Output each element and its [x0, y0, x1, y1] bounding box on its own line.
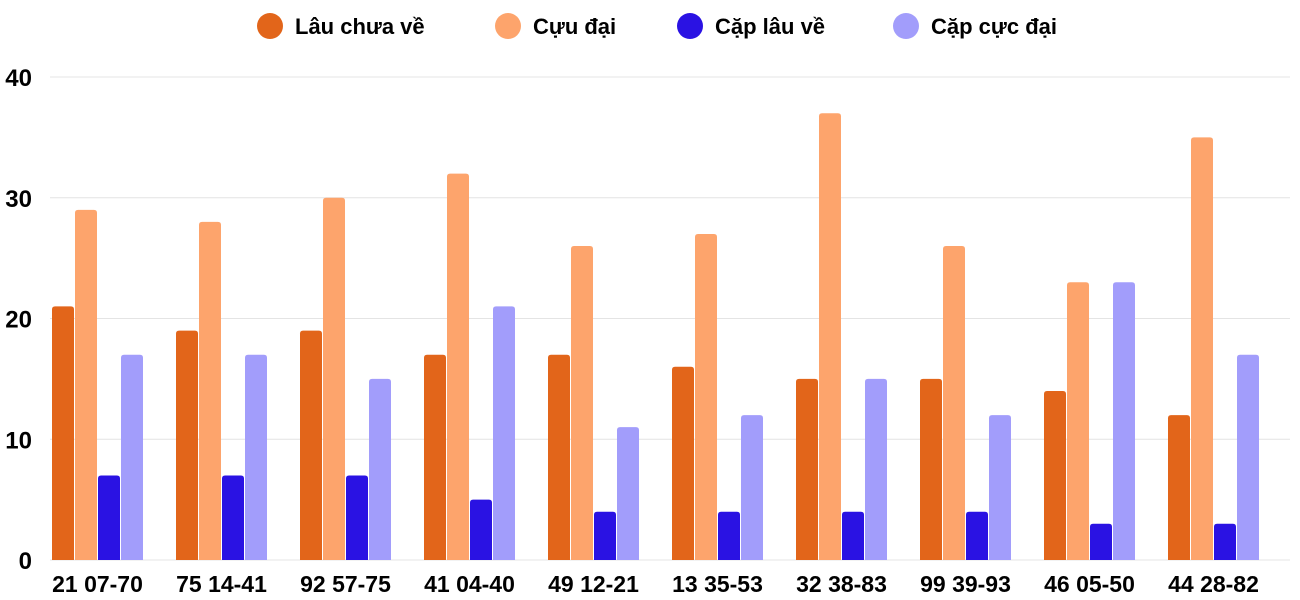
bar-cựu-đại	[571, 246, 593, 561]
x-tick-label: 41 04-40	[424, 571, 515, 597]
bar-lâu-chưa-về	[1044, 390, 1066, 560]
y-tick-label: 30	[5, 186, 32, 213]
legend-swatch-icon	[257, 13, 283, 39]
bar-cặp-lâu-về	[98, 475, 120, 560]
bar-cựu-đại	[1067, 282, 1089, 560]
legend-label: Cặp lâu về	[715, 14, 825, 39]
bar-cựu-đại	[943, 246, 965, 561]
bar-cặp-cực-đại	[865, 378, 887, 560]
legend: Lâu chưa về Cựu đại Cặp lâu về Cặp cực đại	[257, 13, 1057, 39]
legend-label: Cựu đại	[533, 14, 616, 39]
legend-swatch-icon	[677, 13, 703, 39]
bar-cặp-lâu-về	[470, 499, 492, 560]
bar-cựu-đại	[695, 233, 717, 560]
bar-cặp-lâu-về	[594, 511, 616, 560]
legend-item[interactable]: Lâu chưa về	[257, 13, 425, 39]
bar-cựu-đại	[75, 209, 97, 560]
bar-lâu-chưa-về	[1168, 415, 1190, 560]
bar-cặp-cực-đại	[989, 415, 1011, 560]
bar-cặp-cực-đại	[617, 427, 639, 560]
bar-lâu-chưa-về	[548, 354, 570, 560]
bar-cặp-cực-đại	[245, 354, 267, 560]
bar-cặp-cực-đại	[121, 354, 143, 560]
bar-cặp-cực-đại	[741, 415, 763, 560]
legend-item[interactable]: Cặp lâu về	[677, 13, 825, 39]
bar-lâu-chưa-về	[176, 330, 198, 560]
bar-cặp-lâu-về	[1090, 523, 1112, 560]
legend-swatch-icon	[893, 13, 919, 39]
legend-item[interactable]: Cựu đại	[495, 13, 616, 39]
legend-item[interactable]: Cặp cực đại	[893, 13, 1057, 39]
x-tick-label: 46 05-50	[1044, 571, 1135, 597]
bar-cặp-lâu-về	[718, 511, 740, 560]
bar-cặp-lâu-về	[966, 511, 988, 560]
bars	[52, 113, 1259, 561]
legend-swatch-icon	[495, 13, 521, 39]
bar-cặp-cực-đại	[493, 306, 515, 560]
x-tick-label: 44 28-82	[1168, 571, 1259, 597]
bar-lâu-chưa-về	[920, 378, 942, 560]
x-tick-label: 21 07-70	[52, 571, 143, 597]
y-tick-label: 0	[19, 548, 32, 575]
y-axis-ticks: 0 10 20 30 40	[5, 65, 32, 575]
bar-cặp-lâu-về	[1214, 523, 1236, 560]
x-tick-label: 92 57-75	[300, 571, 391, 597]
bar-cựu-đại	[323, 197, 345, 560]
bar-lâu-chưa-về	[672, 366, 694, 560]
bar-cặp-cực-đại	[1113, 282, 1135, 560]
bar-cặp-cực-đại	[369, 378, 391, 560]
bar-lâu-chưa-về	[424, 354, 446, 560]
bar-lâu-chưa-về	[300, 330, 322, 560]
bar-lâu-chưa-về	[796, 378, 818, 560]
x-tick-label: 49 12-21	[548, 571, 639, 597]
bar-cựu-đại	[447, 173, 469, 560]
bar-cựu-đại	[819, 113, 841, 560]
legend-label: Lâu chưa về	[295, 14, 425, 39]
y-tick-label: 40	[5, 65, 32, 92]
x-tick-label: 75 14-41	[176, 571, 267, 597]
bar-cựu-đại	[199, 221, 221, 560]
legend-label: Cặp cực đại	[931, 14, 1057, 39]
bar-cựu-đại	[1191, 137, 1213, 560]
bar-cặp-lâu-về	[842, 511, 864, 560]
bar-lâu-chưa-về	[52, 306, 74, 560]
bar-cặp-lâu-về	[346, 475, 368, 560]
y-tick-label: 10	[5, 427, 32, 454]
x-axis-ticks: 21 07-70 75 14-41 92 57-75 41 04-40 49 12-21…	[52, 571, 1259, 597]
x-tick-label: 32 38-83	[796, 571, 887, 597]
x-tick-label: 13 35-53	[672, 571, 763, 597]
bar-cặp-lâu-về	[222, 475, 244, 560]
x-tick-label: 99 39-93	[920, 571, 1011, 597]
bar-cặp-cực-đại	[1237, 354, 1259, 560]
y-tick-label: 20	[5, 307, 32, 334]
